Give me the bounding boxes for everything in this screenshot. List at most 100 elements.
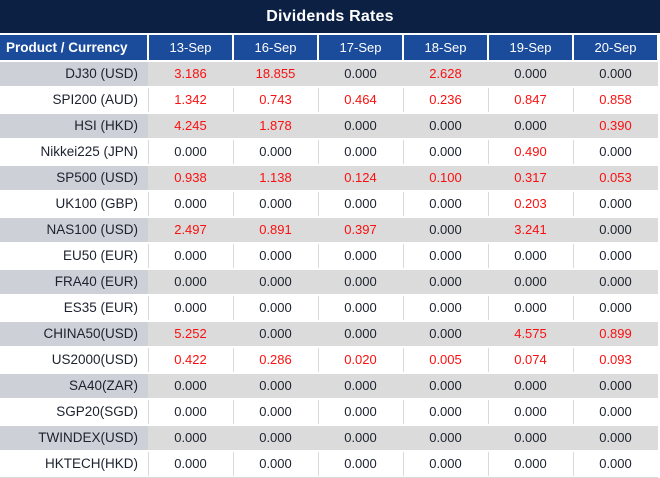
- rate-value: 0.000: [318, 270, 403, 294]
- rate-value: 0.000: [403, 218, 488, 242]
- rate-value: 0.000: [488, 296, 573, 320]
- rate-value: 3.186: [148, 62, 233, 86]
- rate-value: 0.000: [148, 426, 233, 450]
- rate-value: 0.000: [573, 140, 658, 164]
- rate-value: 0.317: [488, 166, 573, 190]
- product-label: FRA40 (EUR): [0, 270, 148, 294]
- rate-value: 0.000: [488, 400, 573, 424]
- rate-value: 0.000: [318, 296, 403, 320]
- table-row: US2000(USD) 0.422 0.286 0.020 0.005 0.074 0.09…: [0, 348, 660, 372]
- rate-value: 0.000: [403, 374, 488, 398]
- rate-value: 0.000: [403, 192, 488, 216]
- rate-value: 0.000: [573, 452, 658, 476]
- rate-value: 1.342: [148, 88, 233, 112]
- table-row: Nikkei225 (JPN) 0.000 0.000 0.000 0.000 0.490…: [0, 140, 660, 164]
- rate-value: 0.000: [318, 374, 403, 398]
- rate-value: 0.000: [403, 140, 488, 164]
- rate-value: 0.000: [403, 296, 488, 320]
- rate-value: 0.000: [233, 270, 318, 294]
- rate-value: 0.000: [318, 62, 403, 86]
- rate-value: 0.000: [318, 400, 403, 424]
- rate-value: 0.236: [403, 88, 488, 112]
- rate-value: 0.422: [148, 348, 233, 372]
- table-body: DJ30 (USD) 3.186 18.855 0.000 2.628 0.000 0.00…: [0, 62, 660, 476]
- product-label: SGP20(SGD): [56, 404, 138, 419]
- rate-value: 18.855: [233, 62, 318, 86]
- table-row: SP500 (USD) 0.938 1.138 0.124 0.100 0.317 0.05…: [0, 166, 660, 190]
- product-label: HSI (HKD): [0, 114, 148, 138]
- rate-value: 0.286: [233, 348, 318, 372]
- rate-value: 0.000: [488, 426, 573, 450]
- rate-value: 4.245: [148, 114, 233, 138]
- product-label: UK100 (GBP): [55, 196, 138, 211]
- rate-value: 5.252: [148, 322, 233, 346]
- rate-value: 0.074: [488, 348, 573, 372]
- rate-value: 0.100: [403, 166, 488, 190]
- rate-value: 0.000: [148, 296, 233, 320]
- table-row: HKTECH(HKD) 0.000 0.000 0.000 0.000 0.000 0.00…: [0, 452, 660, 476]
- rate-value: 0.390: [573, 114, 658, 138]
- rate-value: 0.000: [488, 270, 573, 294]
- product-label: CHINA50(USD): [0, 322, 148, 346]
- rate-value: 0.000: [403, 322, 488, 346]
- table-row: NAS100 (USD) 2.497 0.891 0.397 0.000 3.241 0.0…: [0, 218, 660, 242]
- table-row: TWINDEX(USD) 0.000 0.000 0.000 0.000 0.000 0.0…: [0, 426, 660, 450]
- rate-value: 3.241: [488, 218, 573, 242]
- table-row: CHINA50(USD) 5.252 0.000 0.000 0.000 4.575 0.8…: [0, 322, 660, 346]
- rate-value: 0.000: [233, 244, 318, 268]
- date-column-header: 16-Sep: [234, 35, 317, 60]
- rate-value: 0.000: [233, 296, 318, 320]
- rate-value: 0.891: [233, 218, 318, 242]
- rate-value: 0.000: [148, 244, 233, 268]
- rate-value: 0.000: [403, 452, 488, 476]
- rate-value: 0.847: [488, 88, 573, 112]
- rate-value: 0.000: [573, 296, 658, 320]
- rate-value: 0.000: [318, 322, 403, 346]
- rate-value: 0.000: [233, 452, 318, 476]
- rate-value: 0.020: [318, 348, 403, 372]
- rate-value: 0.000: [403, 270, 488, 294]
- rate-value: 0.490: [488, 140, 573, 164]
- rate-value: 0.464: [318, 88, 403, 112]
- rate-value: 0.000: [573, 374, 658, 398]
- product-label: DJ30 (USD): [0, 62, 148, 86]
- rate-value: 0.000: [148, 270, 233, 294]
- rate-value: 0.000: [488, 114, 573, 138]
- date-column-header: 20-Sep: [574, 35, 657, 60]
- header-row: Product / Currency 13-Sep 16-Sep 17-Sep 18-S…: [0, 35, 660, 60]
- rate-value: 0.938: [148, 166, 233, 190]
- table-row: SGP20(SGD) 0.000 0.000 0.000 0.000 0.000 0.000: [0, 400, 660, 424]
- rate-value: 0.397: [318, 218, 403, 242]
- rate-value: 0.000: [318, 452, 403, 476]
- rate-value: 0.000: [233, 426, 318, 450]
- product-label: Nikkei225 (JPN): [40, 144, 138, 159]
- product-label: US2000(USD): [51, 352, 138, 367]
- rate-value: 0.000: [573, 192, 658, 216]
- rate-value: 0.000: [318, 192, 403, 216]
- rate-value: 1.138: [233, 166, 318, 190]
- rate-value: 0.000: [233, 400, 318, 424]
- product-label: SPI200 (AUD): [52, 92, 138, 107]
- rate-value: 0.124: [318, 166, 403, 190]
- rate-value: 0.000: [233, 192, 318, 216]
- table-row: SA40(ZAR) 0.000 0.000 0.000 0.000 0.000 0.000: [0, 374, 660, 398]
- rate-value: 0.005: [403, 348, 488, 372]
- table-row: FRA40 (EUR) 0.000 0.000 0.000 0.000 0.000 0.00…: [0, 270, 660, 294]
- rate-value: 2.497: [148, 218, 233, 242]
- rate-value: 0.000: [403, 426, 488, 450]
- rate-value: 0.000: [488, 374, 573, 398]
- rate-value: 4.575: [488, 322, 573, 346]
- product-label: TWINDEX(USD): [0, 426, 148, 450]
- date-column-header: 13-Sep: [149, 35, 232, 60]
- product-label: NAS100 (USD): [0, 218, 148, 242]
- rate-value: 0.000: [318, 426, 403, 450]
- rate-value: 0.000: [148, 140, 233, 164]
- rate-value: 0.000: [573, 62, 658, 86]
- rate-value: 0.000: [403, 114, 488, 138]
- rate-value: 0.000: [488, 62, 573, 86]
- rate-value: 0.000: [148, 192, 233, 216]
- rate-value: 0.093: [573, 348, 658, 372]
- table-row: ES35 (EUR) 0.000 0.000 0.000 0.000 0.000 0.000: [0, 296, 660, 320]
- rate-value: 0.000: [233, 322, 318, 346]
